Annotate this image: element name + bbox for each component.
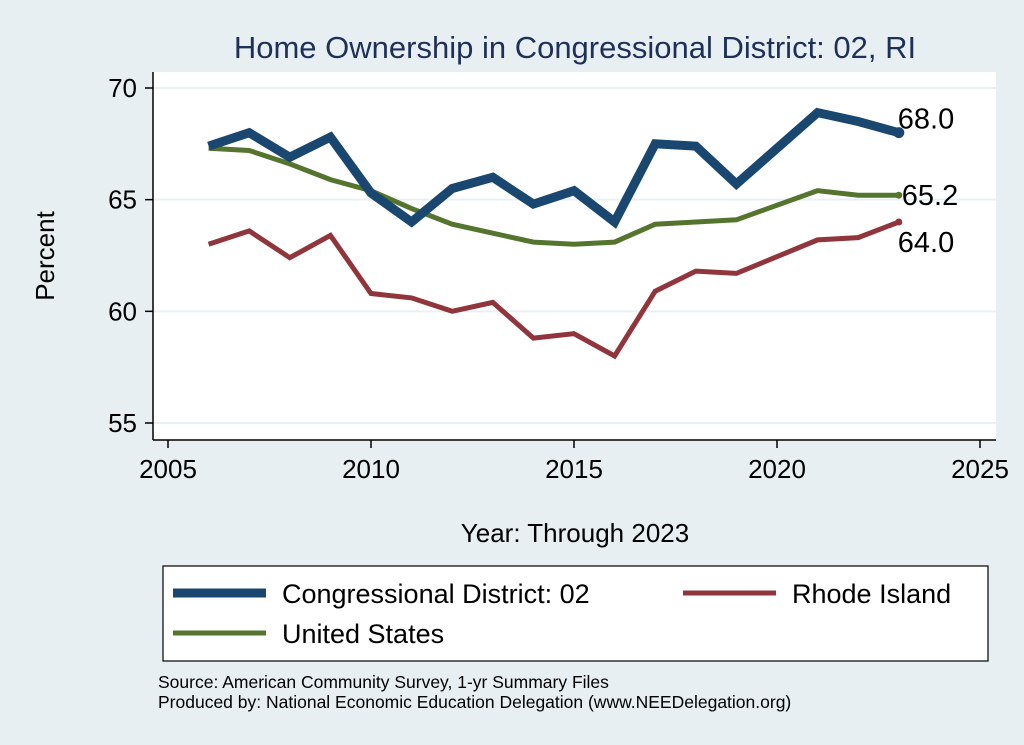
legend-box (162, 565, 989, 662)
series-line-2 (208, 145, 899, 247)
x-tick-label: 2010 (342, 454, 400, 484)
produced-by-note: Produced by: National Economic Education… (158, 692, 791, 712)
x-tick-label: 2015 (545, 454, 603, 484)
series-end-point-2 (895, 191, 903, 199)
end-value-label-1: 64.0 (898, 227, 954, 259)
end-value-label-0: 68.0 (898, 104, 954, 136)
legend: Congressional District: 02 Rhode Island … (162, 565, 989, 662)
y-tick-label: 60 (108, 296, 137, 326)
x-tick-label: 2020 (748, 454, 806, 484)
x-tick-label: 2005 (139, 454, 197, 484)
x-axis-label: Year: Through 2023 (461, 518, 689, 548)
chart-title: Home Ownership in Congressional District… (234, 30, 916, 65)
series-end-point-0 (893, 127, 905, 139)
legend-label-united-states: United States (282, 619, 444, 649)
end-value-label-2: 65.2 (902, 180, 958, 212)
y-tick-label: 70 (108, 73, 137, 103)
y-tick-label: 55 (108, 408, 137, 438)
legend-label-district: Congressional District: 02 (282, 579, 590, 609)
series-line-0 (207, 107, 900, 229)
y-tick-label: 65 (108, 185, 137, 215)
x-tick-label: 2025 (951, 454, 1009, 484)
legend-label-rhode-island: Rhode Island (792, 579, 951, 609)
y-axis-label: Percent (30, 210, 60, 300)
source-note: Source: American Community Survey, 1-yr … (158, 672, 609, 692)
series-end-point-1 (895, 218, 903, 226)
series-line-1 (207, 219, 900, 360)
